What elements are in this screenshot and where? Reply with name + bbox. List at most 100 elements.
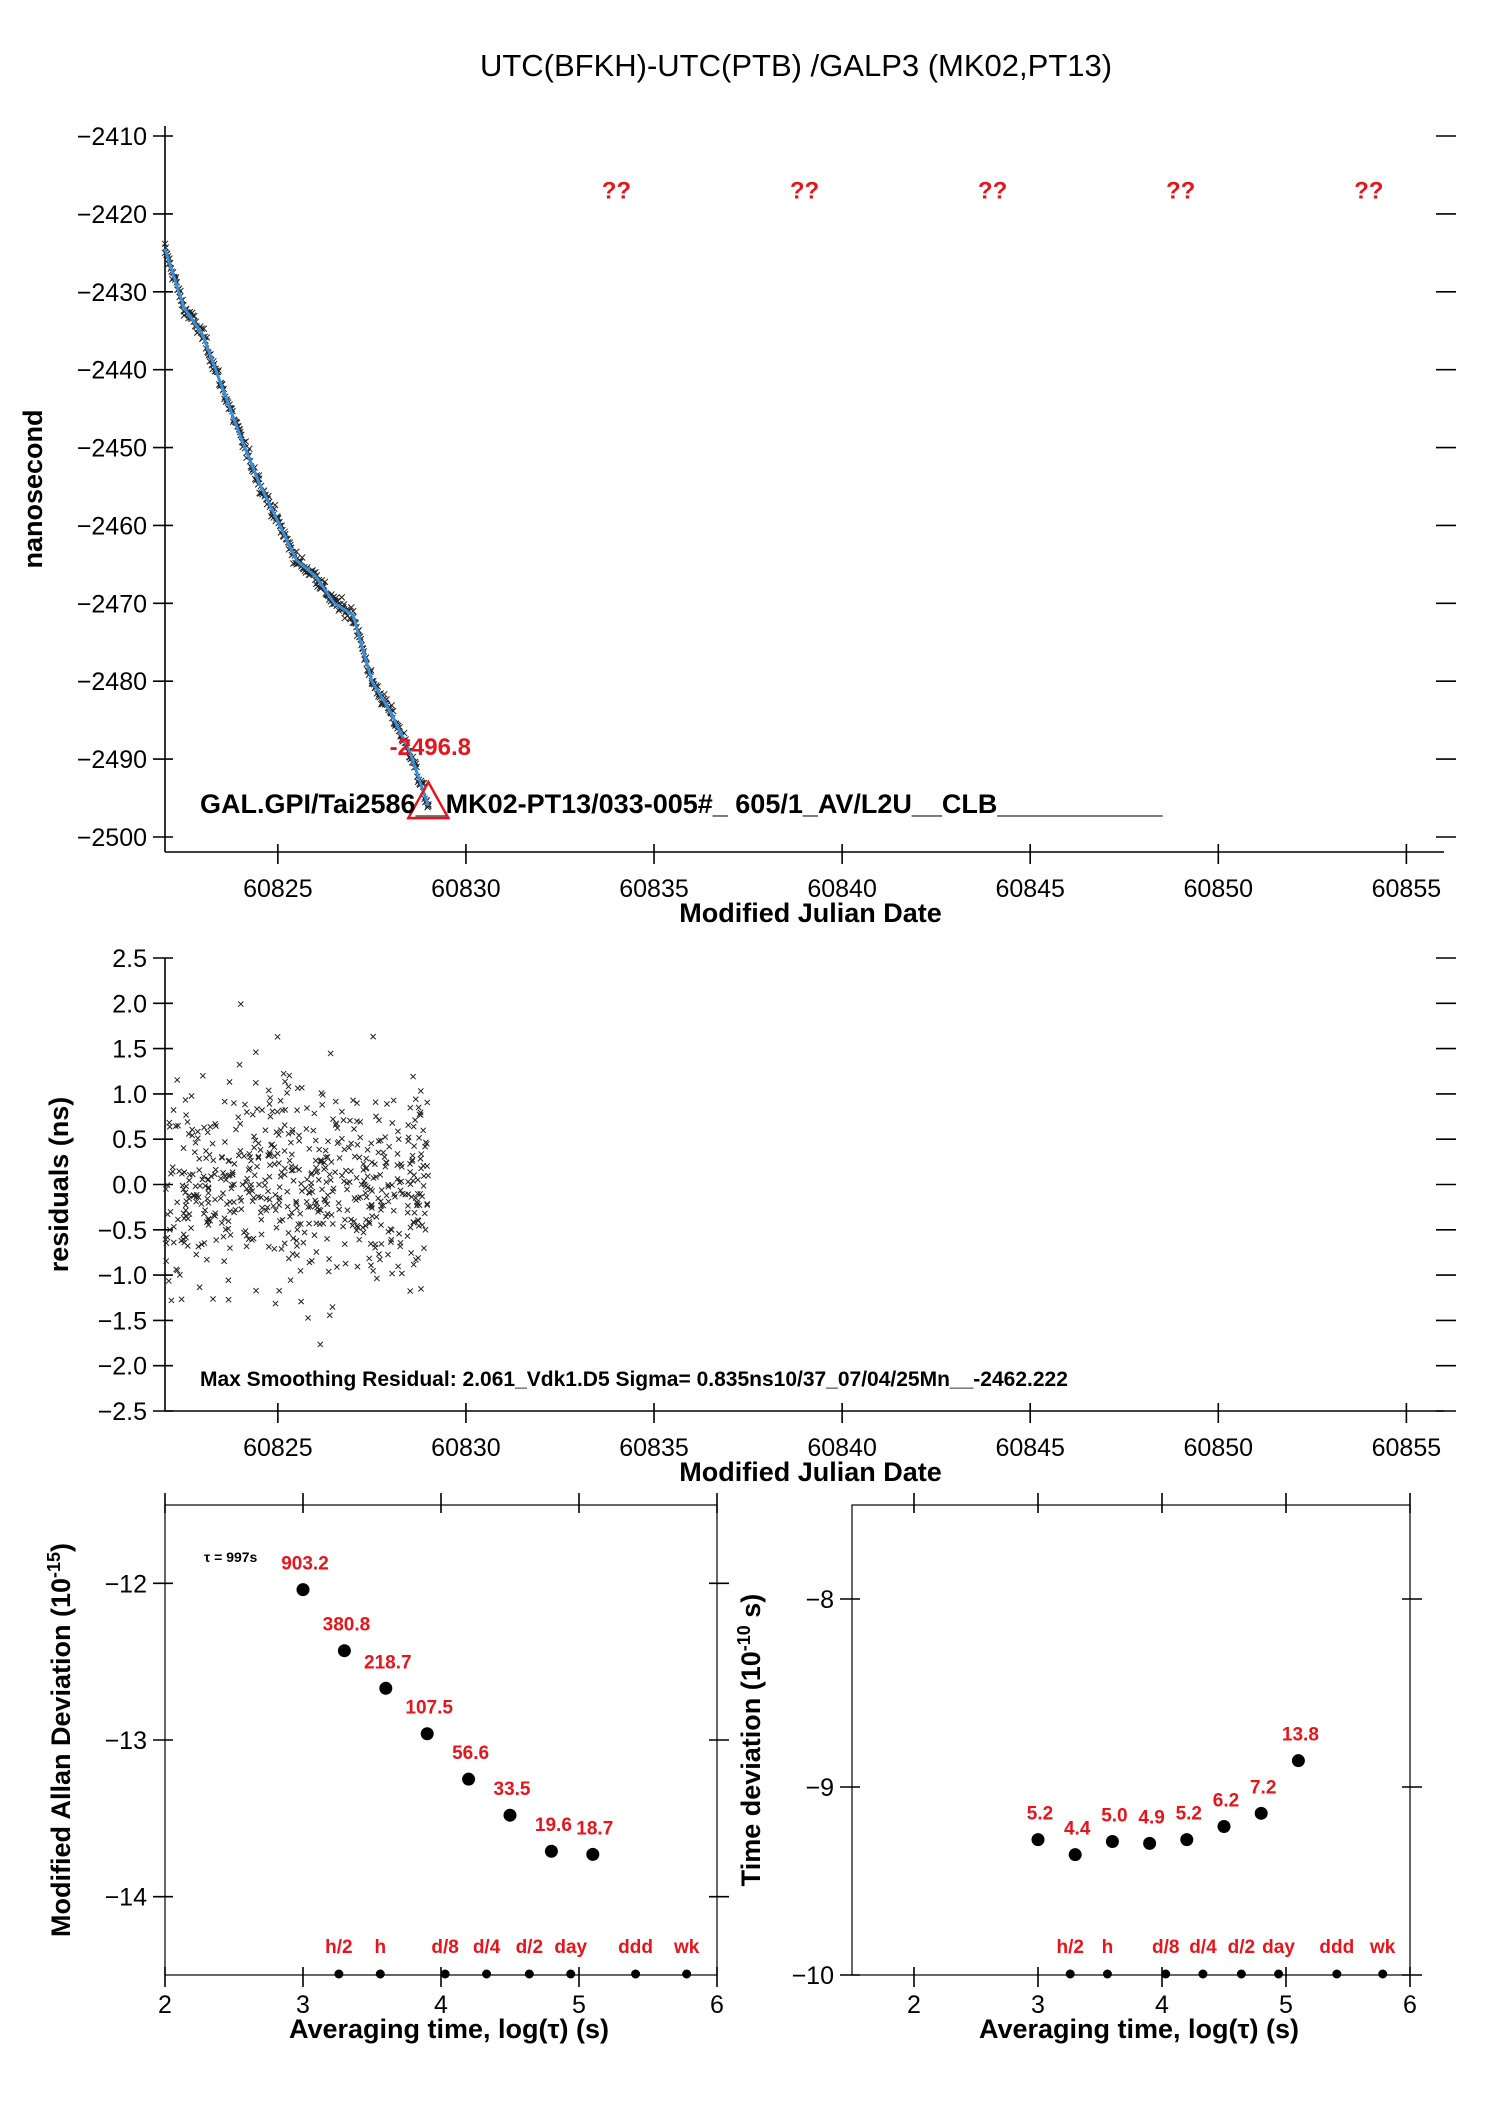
residual-point <box>218 1219 225 1226</box>
residual-point <box>307 1203 314 1210</box>
main-title: UTC(BFKH)-UTC(PTB) /GALP3 (MK02,PT13) <box>480 48 1112 83</box>
residual-point <box>353 1227 360 1234</box>
residual-point <box>418 1285 424 1292</box>
time-marker-label: day <box>554 1937 587 1958</box>
residual-point <box>164 1211 171 1218</box>
y-axis-title: nanosecond <box>18 409 48 568</box>
residual-point <box>183 1234 189 1241</box>
residual-point <box>424 1099 431 1106</box>
measurement-points <box>161 240 432 811</box>
measurement-point <box>347 604 355 611</box>
tau-note: τ = 997s <box>204 1549 258 1565</box>
last-point-label: -2496.8 <box>390 734 471 761</box>
residual-point <box>169 1168 176 1175</box>
time-marker-label: d/2 <box>516 1937 543 1958</box>
residual-point <box>284 1188 291 1195</box>
residual-point <box>249 1236 255 1243</box>
residual-point <box>326 1171 333 1178</box>
residual-point <box>421 1245 427 1252</box>
deviation-point-label: 33.5 <box>494 1779 531 1800</box>
residual-point <box>205 1216 212 1223</box>
residual-point <box>170 1223 177 1230</box>
measurement-point <box>271 501 279 509</box>
residual-point <box>239 1181 246 1188</box>
residual-point <box>252 1079 259 1086</box>
residual-point <box>184 1242 191 1249</box>
residual-point <box>170 1107 177 1113</box>
x-axis-title: Modified Julian Date <box>679 898 942 928</box>
residual-point <box>245 1166 252 1173</box>
residual-point <box>192 1183 199 1190</box>
residual-point <box>226 1245 233 1252</box>
residual-point <box>340 1117 347 1124</box>
residual-point <box>350 1097 357 1104</box>
residual-point <box>220 1233 227 1240</box>
residual-point <box>409 1156 416 1163</box>
y-axis-title: Modified Allan Deviation (10-15) <box>44 1543 76 1937</box>
residual-point <box>193 1198 200 1205</box>
residual-point <box>198 1241 205 1248</box>
residual-point <box>389 1270 396 1277</box>
residual-point <box>256 1181 262 1188</box>
residual-point <box>405 1202 411 1209</box>
residual-point <box>199 1176 206 1183</box>
residual-point <box>217 1195 224 1202</box>
residual-point <box>366 1255 373 1262</box>
residual-point <box>169 1164 176 1171</box>
residual-point <box>298 1084 305 1091</box>
residual-point <box>375 1195 382 1202</box>
y-tick-label: −2480 <box>77 668 147 696</box>
residual-point <box>166 1226 173 1233</box>
time-marker-dot <box>1065 1969 1075 1979</box>
residual-point <box>383 1192 390 1199</box>
residual-point <box>318 1090 325 1097</box>
y-tick-label: −12 <box>105 1570 147 1598</box>
residual-point <box>364 1146 371 1153</box>
time-marker-label: h <box>1102 1937 1114 1958</box>
residual-point <box>308 1171 315 1178</box>
residual-point <box>361 1178 367 1184</box>
residual-point <box>327 1177 334 1183</box>
residual-point <box>292 1164 299 1171</box>
residual-point <box>191 1149 198 1156</box>
residual-point <box>211 1213 218 1219</box>
residual-point <box>201 1210 207 1217</box>
residual-point <box>362 1183 369 1190</box>
residual-point <box>417 1109 424 1116</box>
residual-point <box>188 1093 195 1099</box>
residual-point <box>267 1094 274 1101</box>
residual-point <box>223 1201 230 1207</box>
residual-point <box>381 1154 388 1160</box>
y-tick-label: −0.5 <box>98 1217 147 1245</box>
residual-point <box>407 1169 414 1175</box>
x-tick-label: 2 <box>907 1991 921 2019</box>
residual-point <box>385 1183 392 1190</box>
x-tick-label: 60840 <box>807 875 877 903</box>
residual-point <box>199 1072 206 1079</box>
residual-point <box>266 1149 273 1156</box>
measurement-point <box>321 578 329 586</box>
residual-point <box>424 1200 431 1207</box>
measurement-point <box>298 554 306 561</box>
residual-point <box>301 1229 308 1236</box>
residual-point <box>405 1122 412 1129</box>
deviation-point-label: 380.8 <box>323 1615 371 1636</box>
y-tick-label: 1.5 <box>112 1036 147 1064</box>
time-marker-dot <box>566 1969 576 1979</box>
residual-point <box>282 1078 288 1085</box>
residual-point <box>378 1187 385 1194</box>
residual-point <box>293 1237 300 1244</box>
deviation-point-label: 18.7 <box>576 1818 613 1839</box>
residual-point <box>346 1144 352 1151</box>
residual-point <box>319 1186 326 1193</box>
residual-point <box>376 1117 382 1124</box>
residual-point <box>330 1185 337 1192</box>
residual-point <box>243 1109 250 1116</box>
residual-point <box>385 1198 392 1205</box>
residual-point <box>329 1220 336 1227</box>
residual-point <box>362 1222 369 1229</box>
time-marker-label: h/2 <box>325 1937 352 1958</box>
residual-point <box>304 1105 310 1112</box>
residual-point <box>277 1097 284 1104</box>
residual-point <box>273 1129 280 1136</box>
